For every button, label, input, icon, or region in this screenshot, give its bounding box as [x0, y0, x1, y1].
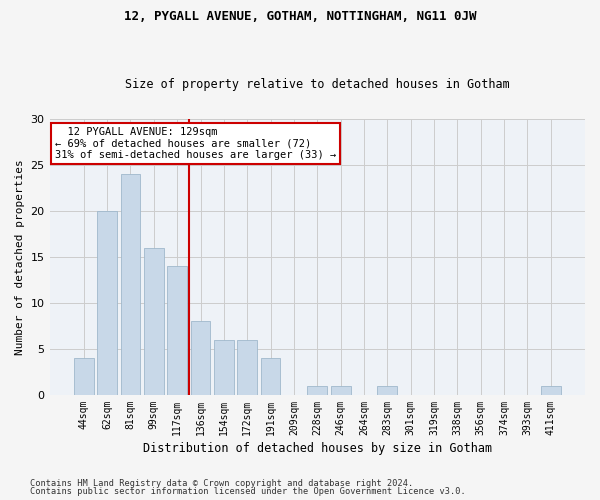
- Text: 12, PYGALL AVENUE, GOTHAM, NOTTINGHAM, NG11 0JW: 12, PYGALL AVENUE, GOTHAM, NOTTINGHAM, N…: [124, 10, 476, 23]
- Bar: [260, 358, 280, 395]
- Text: Contains HM Land Registry data © Crown copyright and database right 2024.: Contains HM Land Registry data © Crown c…: [30, 478, 413, 488]
- Bar: [331, 386, 350, 395]
- Bar: [541, 386, 560, 395]
- Bar: [121, 174, 140, 395]
- Text: 12 PYGALL AVENUE: 129sqm  
← 69% of detached houses are smaller (72)
31% of semi: 12 PYGALL AVENUE: 129sqm ← 69% of detach…: [55, 127, 336, 160]
- Y-axis label: Number of detached properties: Number of detached properties: [15, 159, 25, 354]
- Bar: [307, 386, 327, 395]
- Bar: [238, 340, 257, 395]
- Text: Contains public sector information licensed under the Open Government Licence v3: Contains public sector information licen…: [30, 487, 466, 496]
- Bar: [74, 358, 94, 395]
- Bar: [97, 210, 117, 395]
- Bar: [167, 266, 187, 395]
- Bar: [214, 340, 234, 395]
- Bar: [144, 248, 164, 395]
- Bar: [377, 386, 397, 395]
- Title: Size of property relative to detached houses in Gotham: Size of property relative to detached ho…: [125, 78, 509, 91]
- Bar: [191, 321, 211, 395]
- X-axis label: Distribution of detached houses by size in Gotham: Distribution of detached houses by size …: [143, 442, 492, 455]
